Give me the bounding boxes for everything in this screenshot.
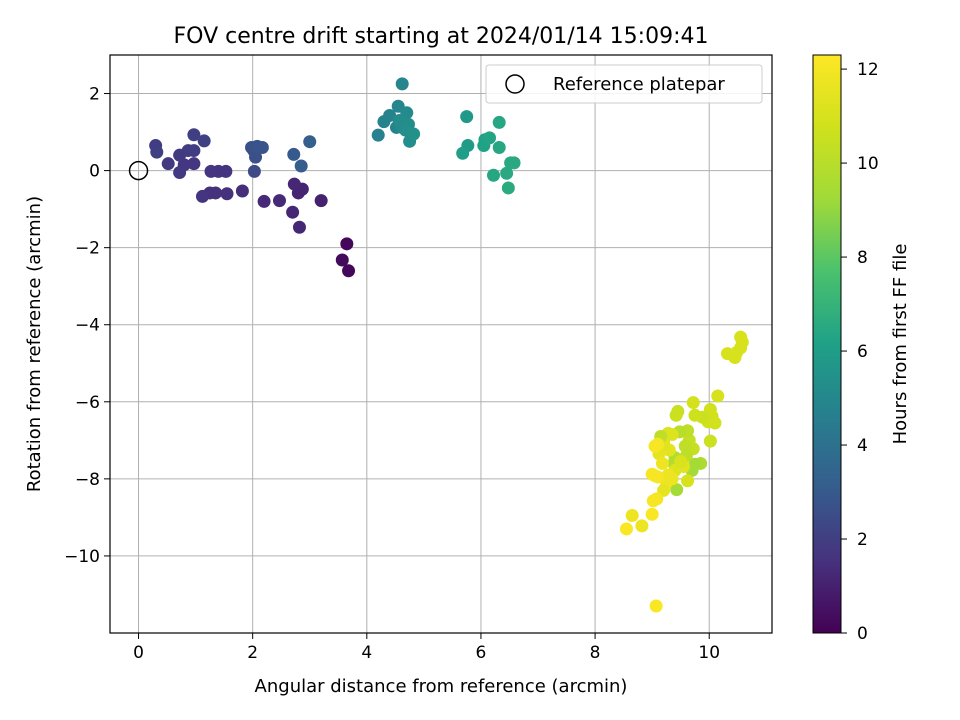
data-point [150, 145, 164, 159]
data-point [187, 144, 201, 158]
x-tick-label: 8 [590, 643, 601, 663]
data-point [492, 115, 506, 129]
data-point [655, 456, 669, 470]
data-point [483, 131, 497, 145]
data-point [669, 408, 683, 422]
chart-title: FOV centre drift starting at 2024/01/14 … [174, 24, 709, 49]
data-point [507, 156, 521, 170]
data-point [492, 140, 506, 154]
data-point [287, 147, 301, 161]
data-point [173, 166, 187, 180]
y-tick-label: −4 [75, 316, 100, 336]
data-point [303, 135, 317, 149]
reference-platepar-marker [128, 160, 149, 181]
data-point [645, 467, 659, 481]
data-point [395, 77, 409, 91]
colorbar-tick-label: 0 [857, 624, 868, 644]
data-point [670, 483, 684, 497]
data-point [197, 134, 211, 148]
data-point [371, 128, 385, 142]
legend-entry-reference-platepar: Reference platepar [553, 74, 725, 95]
y-tick-label: −8 [75, 470, 100, 490]
x-tick-label: 0 [133, 643, 144, 663]
data-point [460, 110, 474, 124]
y-tick-label: −2 [75, 239, 100, 259]
colorbar-tick-label: 6 [857, 342, 868, 362]
data-point [635, 519, 649, 533]
data-point [235, 184, 249, 198]
data-point [501, 181, 515, 195]
data-point [500, 166, 514, 180]
data-point [407, 127, 421, 141]
data-point [340, 237, 354, 251]
data-point [204, 164, 218, 178]
data-point [220, 187, 234, 201]
data-point [625, 508, 639, 522]
y-tick-label: −10 [64, 547, 100, 567]
grid-lines [110, 55, 772, 633]
y-tick-label: 2 [89, 85, 100, 105]
data-point [287, 177, 301, 191]
y-tick-label: −6 [75, 393, 100, 413]
colorbar-tick-label: 10 [857, 154, 879, 174]
data-point [649, 599, 663, 613]
data-point [456, 146, 470, 160]
colorbar [812, 54, 842, 634]
data-point [711, 389, 725, 403]
data-point [342, 264, 356, 278]
data-point [257, 194, 271, 208]
colorbar-label: Hours from first FF file [890, 244, 911, 445]
data-point [247, 164, 261, 178]
colorbar-tick-label: 12 [857, 60, 879, 80]
data-point [646, 494, 660, 508]
data-point [720, 347, 734, 361]
legend-box [485, 64, 763, 104]
data-point [383, 108, 397, 122]
data-point [392, 114, 406, 128]
y-tick-label: 0 [89, 162, 100, 182]
data-point [645, 507, 659, 521]
x-tick-label: 6 [476, 643, 487, 663]
x-axis-ticks: 0 2 4 6 8 10 [133, 633, 720, 663]
y-axis-label: Rotation from reference (arcmin) [24, 196, 45, 492]
scatter-points [149, 77, 749, 613]
data-point [187, 128, 201, 142]
data-point [187, 157, 201, 171]
data-point [294, 159, 308, 173]
y-axis-ticks: 2 0 −2 −4 −6 −8 −10 [64, 85, 110, 567]
data-point [681, 474, 695, 488]
plot-frame [109, 54, 773, 634]
data-point [286, 205, 300, 219]
x-tick-label: 4 [361, 643, 372, 663]
data-point [272, 194, 286, 208]
data-point [674, 455, 688, 469]
x-tick-label: 2 [247, 643, 258, 663]
data-point [292, 220, 306, 234]
colorbar-tick-label: 8 [857, 248, 868, 268]
colorbar-ticks: 0 2 4 6 8 10 12 [841, 60, 879, 644]
x-tick-label: 10 [698, 643, 720, 663]
data-point [487, 168, 501, 182]
colorbar-tick-label: 4 [857, 436, 868, 456]
data-point [335, 253, 349, 267]
data-point [648, 439, 662, 453]
data-point [619, 522, 633, 536]
data-point [255, 140, 269, 154]
data-point [703, 434, 717, 448]
data-point [686, 396, 700, 410]
x-axis-label: Angular distance from reference (arcmin) [255, 676, 628, 697]
data-point [195, 189, 209, 203]
legend: Reference platepar [485, 64, 763, 104]
data-point [708, 416, 722, 430]
data-point [314, 194, 328, 208]
colorbar-tick-label: 2 [857, 530, 868, 550]
data-point [678, 439, 692, 453]
data-point [161, 157, 175, 171]
legend-marker [505, 74, 525, 94]
data-point [688, 408, 702, 422]
